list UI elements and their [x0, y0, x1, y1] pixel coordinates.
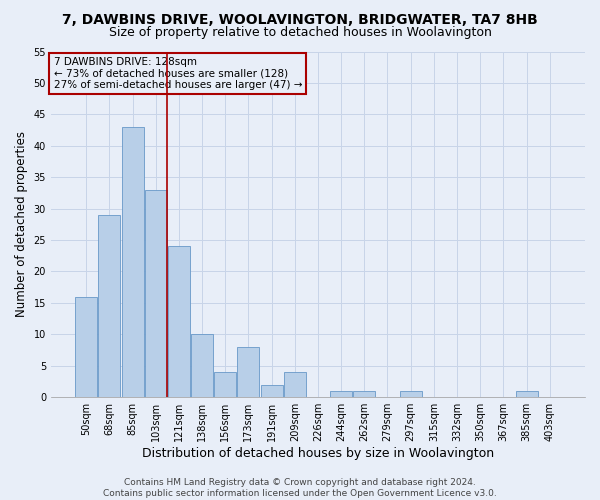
Bar: [330, 391, 352, 397]
Bar: [168, 246, 190, 397]
Y-axis label: Number of detached properties: Number of detached properties: [15, 132, 28, 318]
Bar: [515, 391, 538, 397]
Bar: [353, 391, 376, 397]
Bar: [98, 215, 121, 397]
X-axis label: Distribution of detached houses by size in Woolavington: Distribution of detached houses by size …: [142, 447, 494, 460]
Text: 7, DAWBINS DRIVE, WOOLAVINGTON, BRIDGWATER, TA7 8HB: 7, DAWBINS DRIVE, WOOLAVINGTON, BRIDGWAT…: [62, 12, 538, 26]
Bar: [122, 127, 143, 397]
Bar: [260, 384, 283, 397]
Text: Size of property relative to detached houses in Woolavington: Size of property relative to detached ho…: [109, 26, 491, 39]
Bar: [238, 347, 259, 397]
Text: Contains HM Land Registry data © Crown copyright and database right 2024.
Contai: Contains HM Land Registry data © Crown c…: [103, 478, 497, 498]
Bar: [214, 372, 236, 397]
Bar: [284, 372, 306, 397]
Bar: [400, 391, 422, 397]
Bar: [145, 190, 167, 397]
Bar: [191, 334, 213, 397]
Text: 7 DAWBINS DRIVE: 128sqm
← 73% of detached houses are smaller (128)
27% of semi-d: 7 DAWBINS DRIVE: 128sqm ← 73% of detache…: [53, 56, 302, 90]
Bar: [75, 296, 97, 397]
